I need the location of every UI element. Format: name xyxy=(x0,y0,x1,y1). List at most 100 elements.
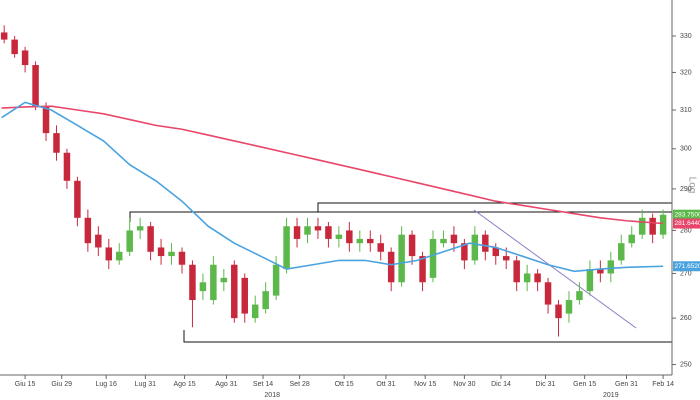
x-tick-label: Lug 16 xyxy=(95,381,117,388)
candle-body xyxy=(597,269,604,274)
moving-average xyxy=(1,101,664,273)
candle-body xyxy=(356,238,364,244)
candle-body xyxy=(314,226,322,231)
x-tick-label: Set 28 xyxy=(290,381,310,388)
candle-body xyxy=(607,260,615,274)
candle-body xyxy=(0,32,8,40)
candle-body xyxy=(32,65,39,107)
candle-body xyxy=(42,106,50,134)
last-price-label-box xyxy=(673,209,700,220)
candle-body xyxy=(126,230,133,252)
candle-body xyxy=(136,226,144,231)
candle-body xyxy=(377,243,384,252)
candle-body xyxy=(576,291,583,301)
x-tick-label: Giu 15 xyxy=(15,381,36,388)
candle-body xyxy=(544,282,552,305)
candle-body xyxy=(367,238,374,244)
candle-body xyxy=(461,243,468,261)
ma-end-label: 271.6520 xyxy=(675,263,700,270)
candle-body xyxy=(220,277,228,283)
candle-body xyxy=(325,226,332,239)
candle-body xyxy=(555,304,562,319)
candle-body xyxy=(523,273,531,283)
candle-body xyxy=(586,269,594,292)
candle-body xyxy=(231,264,238,319)
moving-average xyxy=(1,105,664,225)
candle-body xyxy=(628,234,635,244)
plot xyxy=(0,25,667,337)
scale-label: Log xyxy=(686,177,697,194)
candle-body xyxy=(115,251,123,261)
x-tick-label: Ott 15 xyxy=(335,381,354,388)
candle-body xyxy=(429,238,437,278)
candle-body xyxy=(346,230,353,244)
ma-end-label-box xyxy=(673,261,700,272)
x-tick-label: Ago 15 xyxy=(174,381,196,388)
candle-body xyxy=(387,251,395,283)
candle-body xyxy=(618,243,625,261)
candle-body xyxy=(262,291,269,310)
ma-end-label-box xyxy=(673,218,700,229)
x-tick-label: Nov 15 xyxy=(414,381,436,388)
candle-body xyxy=(283,226,290,270)
candle-body xyxy=(398,234,405,283)
support-line xyxy=(183,330,672,343)
y-tick-label: 320 xyxy=(680,69,692,76)
candle-body xyxy=(95,234,102,248)
candle-body xyxy=(335,234,343,239)
candle-body xyxy=(513,260,520,283)
candle-body xyxy=(11,39,18,55)
candle-body xyxy=(440,238,447,244)
candle-body xyxy=(293,226,301,239)
candle-body xyxy=(304,226,311,235)
candle-body xyxy=(241,277,248,314)
candle-body xyxy=(251,304,259,319)
candle-body xyxy=(199,282,207,292)
resistance-line xyxy=(317,202,672,212)
candle-body xyxy=(272,264,280,296)
y-tick-label: 300 xyxy=(680,146,692,153)
candle-body xyxy=(21,50,29,66)
y-tick-label: 330 xyxy=(680,33,692,40)
x-tick-label: Dic 14 xyxy=(491,381,511,388)
y-tick-label: 310 xyxy=(680,107,692,114)
trend-line xyxy=(473,209,637,329)
ma-end-label: 281.6440 xyxy=(675,220,700,227)
x-tick-label: Ott 31 xyxy=(376,381,395,388)
year-label: 2018 xyxy=(264,392,280,399)
candle-body xyxy=(189,264,196,301)
y-tick-label: 290 xyxy=(680,186,692,193)
candle-body xyxy=(502,256,510,261)
candle-body xyxy=(419,256,426,283)
candle-body xyxy=(482,234,489,252)
candle-body xyxy=(147,226,154,252)
x-tick-label: Gen 15 xyxy=(573,381,596,388)
candle-body xyxy=(74,180,81,218)
y-tick-label: 270 xyxy=(680,270,692,277)
last-price-label: 283.7500 xyxy=(675,211,700,218)
candle-body xyxy=(649,217,656,235)
candle-body xyxy=(84,217,92,244)
candle-body xyxy=(450,234,458,244)
x-tick-label: Ago 31 xyxy=(215,381,237,388)
candle-body xyxy=(638,217,646,235)
x-tick-label: Giu 29 xyxy=(51,381,72,388)
candle-body xyxy=(168,251,175,257)
year-label: 2019 xyxy=(603,392,619,399)
candle-body xyxy=(105,247,113,261)
candle-body xyxy=(471,234,479,261)
x-tick-label: Set 14 xyxy=(253,381,273,388)
candle-body xyxy=(408,234,416,257)
candle-body xyxy=(210,264,217,301)
candle-body xyxy=(53,133,60,153)
candle-body xyxy=(157,247,165,257)
x-tick-label: Lug 31 xyxy=(135,381,157,388)
y-tick-label: 250 xyxy=(680,361,692,368)
x-tick-label: Dic 31 xyxy=(536,381,556,388)
candle-body xyxy=(178,251,186,265)
candle-body xyxy=(63,152,71,181)
candle-body xyxy=(565,300,573,314)
candle-body xyxy=(534,273,541,283)
x-tick-label: Nov 30 xyxy=(453,381,475,388)
